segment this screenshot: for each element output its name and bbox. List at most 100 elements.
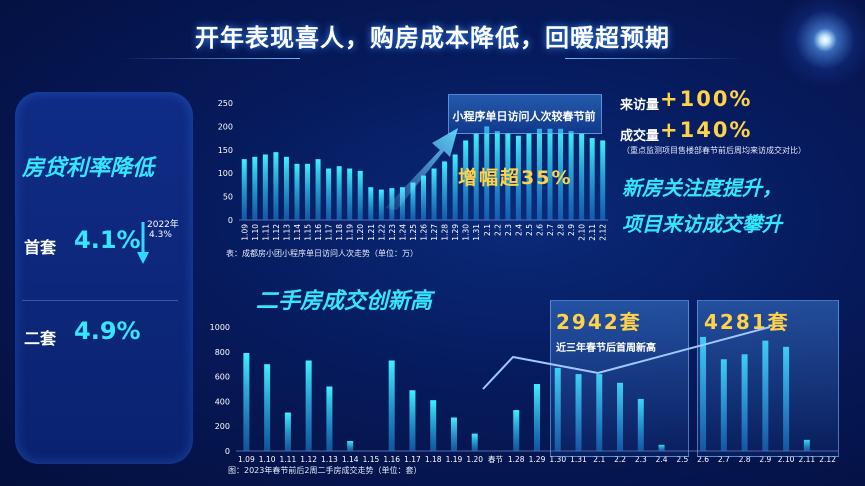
first-home-label: 首套 — [24, 238, 57, 257]
x-tick-label: 2.10 — [578, 224, 587, 241]
x-tick-label: 1.18 — [425, 455, 442, 464]
bar — [762, 340, 769, 451]
bar — [741, 354, 748, 451]
prev-year-label: 2022年 — [147, 220, 179, 230]
x-tick-label: 2.9 — [567, 224, 576, 236]
mortgage-rate-panel — [15, 92, 193, 464]
bar — [600, 140, 606, 220]
x-tick-label: 2.3 — [635, 455, 647, 464]
visits-callout-box — [448, 94, 602, 134]
bar — [347, 168, 353, 220]
bar — [368, 187, 374, 220]
bar — [409, 390, 416, 451]
bar — [326, 386, 333, 451]
x-tick-label: 1.31 — [472, 224, 481, 241]
bar — [283, 156, 289, 220]
bar — [264, 364, 271, 451]
y-tick-label: 250 — [218, 99, 233, 108]
x-tick-label: 1.15 — [363, 455, 380, 464]
x-tick-label: 2.5 — [525, 224, 534, 236]
bar — [579, 133, 585, 220]
x-tick-label: 2.2 — [614, 455, 626, 464]
slogan-line1: 新房关注度提升， — [622, 176, 782, 200]
bar — [273, 152, 279, 220]
x-tick-label: 1.18 — [335, 224, 344, 241]
bar — [336, 166, 342, 220]
x-tick-label: 1.25 — [409, 224, 418, 241]
bar — [305, 163, 311, 220]
x-tick-label: 1.19 — [346, 224, 355, 241]
bar — [637, 398, 644, 451]
x-tick-label: 1.17 — [325, 224, 334, 241]
bar — [315, 159, 321, 220]
y-tick-label: 100 — [218, 169, 233, 178]
x-tick-label: 1.24 — [398, 224, 407, 241]
bar — [803, 439, 810, 451]
visits-increase: 增幅超35% — [458, 167, 573, 189]
callout2-box — [697, 300, 839, 457]
x-tick-label: 2.6 — [697, 455, 709, 464]
bar — [526, 133, 532, 220]
x-tick-label: 1.23 — [388, 224, 397, 241]
bar — [241, 159, 247, 220]
y-tick-label: 0 — [228, 216, 233, 225]
x-tick-label: 2.10 — [778, 455, 795, 464]
second-home-label: 二套 — [24, 329, 57, 348]
bar — [399, 187, 405, 220]
bar — [589, 138, 595, 220]
x-tick-label: 2.12 — [819, 455, 836, 464]
x-tick-label: 1.19 — [446, 455, 463, 464]
x-tick-label: 1.14 — [342, 455, 359, 464]
x-tick-label: 2.4 — [514, 224, 523, 236]
bar — [596, 374, 603, 451]
x-tick-label: 春节 — [488, 454, 503, 464]
x-tick-label: 1.21 — [367, 224, 376, 241]
callout1-sub: 近三年春节后首周新高 — [556, 343, 656, 354]
chart-caption: 图：2023年春节前后2周二手房成交走势（单位：套） — [228, 465, 421, 475]
x-tick-label: 2.11 — [588, 224, 597, 241]
bar — [484, 126, 490, 220]
bar — [463, 140, 469, 220]
x-tick-label: 2.12 — [599, 224, 608, 241]
x-tick-label: 1.09 — [240, 224, 249, 241]
x-tick-label: 1.28 — [508, 455, 525, 464]
stats-note: （重点监测项目售楼部春节前后周均来访成交对比） — [622, 146, 806, 155]
bar — [617, 382, 624, 451]
bar — [431, 168, 437, 220]
x-tick-label: 1.13 — [282, 224, 291, 241]
bar — [473, 133, 479, 220]
x-tick-label: 2.1 — [593, 455, 605, 464]
bar — [294, 163, 300, 220]
y-tick-label: 150 — [218, 146, 233, 155]
callout1-box — [550, 300, 689, 457]
bar — [700, 336, 707, 451]
bar — [450, 417, 457, 451]
x-tick-label: 2.8 — [557, 224, 566, 236]
deals-label: 成交量 — [620, 129, 660, 144]
x-tick-label: 2.9 — [759, 455, 771, 464]
bar — [284, 412, 291, 451]
bar — [388, 360, 395, 451]
x-tick-label: 1.30 — [462, 224, 471, 241]
x-tick-label: 2.4 — [656, 455, 668, 464]
x-tick-label: 1.30 — [549, 455, 566, 464]
x-tick-label: 1.28 — [441, 224, 450, 241]
x-tick-label: 1.14 — [293, 224, 302, 241]
callout2-value: 4281套 — [704, 310, 790, 334]
bar — [305, 360, 312, 451]
y-tick-label: 200 — [215, 422, 230, 431]
x-tick-label: 1.11 — [261, 224, 270, 241]
bar — [513, 410, 520, 451]
bar — [410, 182, 416, 220]
x-tick-label: 2.5 — [676, 455, 688, 464]
x-tick-label: 1.16 — [383, 455, 400, 464]
x-tick-label: 2.7 — [546, 224, 555, 236]
trend-line-icon — [482, 326, 771, 390]
x-tick-label: 2.11 — [799, 455, 816, 464]
bar — [378, 189, 384, 220]
x-tick-label: 1.27 — [430, 224, 439, 241]
y-tick-label: 800 — [215, 348, 230, 357]
x-tick-label: 1.10 — [259, 455, 276, 464]
